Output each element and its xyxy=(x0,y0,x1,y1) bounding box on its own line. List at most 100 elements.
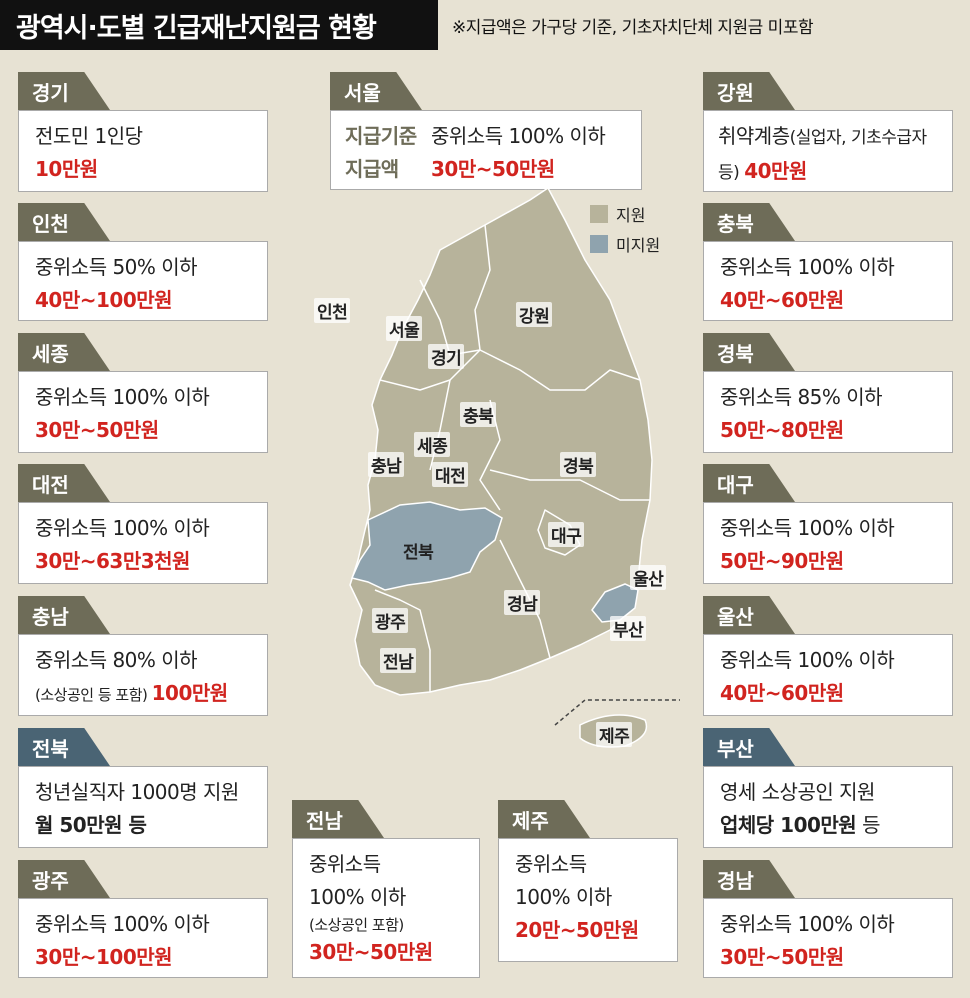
map-label-seoul: 서울 xyxy=(386,316,423,341)
card-region-name: 제주 xyxy=(498,800,590,838)
card-amount: 40만~100만원 xyxy=(35,288,173,312)
card-amount: 50만~90만원 xyxy=(720,549,844,573)
card-region-name: 충북 xyxy=(703,203,795,241)
card-sejong: 세종 중위소득 100% 이하 30만~50만원 xyxy=(18,333,268,453)
card-amount: 100만원 xyxy=(151,681,229,705)
card-seoul: 서울 지급기준 중위소득 100% 이하 지급액 30만~50만원 xyxy=(330,72,642,190)
map-label-jeju: 제주 xyxy=(596,722,633,747)
card-criteria: 중위소득 100% 이하 xyxy=(720,648,895,672)
card-region-name: 강원 xyxy=(703,72,795,110)
card-amount: 30만~50만원 xyxy=(431,157,555,181)
card-criteria: 중위소득 80% 이하 xyxy=(35,648,198,672)
card-region-name: 인천 xyxy=(18,203,110,241)
legend-label-no-support: 미지원 xyxy=(616,236,661,255)
map-label-gwangju: 광주 xyxy=(372,608,409,633)
card-region-name: 서울 xyxy=(330,72,422,110)
map-label-chungnam: 충남 xyxy=(368,452,405,477)
card-criteria: 중위소득 100% 이하 xyxy=(35,912,210,936)
card-amount: 월 50만원 등 xyxy=(35,813,147,837)
card-criteria: 중위소득 100% 이하 xyxy=(720,255,895,279)
card-amount: 30만~50만원 xyxy=(309,940,433,964)
legend-label-support: 지원 xyxy=(616,206,646,225)
card-region-name: 대구 xyxy=(703,464,795,502)
card-daejeon: 대전 중위소득 100% 이하 30만~63만3천원 xyxy=(18,464,268,584)
map-region-busan xyxy=(591,583,639,623)
card-amount: 30만~63만3천원 xyxy=(35,549,190,573)
map-label-gyeonggi: 경기 xyxy=(428,344,465,369)
card-region-name: 부산 xyxy=(703,728,795,766)
card-region-name: 충남 xyxy=(18,596,110,634)
card-region-name: 전북 xyxy=(18,728,110,766)
card-criteria-detail: (실업자, 기초수급자 xyxy=(789,128,928,148)
card-region-name: 전남 xyxy=(292,800,384,838)
card-criteria: 청년실직자 1000명 지원 xyxy=(35,780,239,804)
footnote: ※지급액은 가구당 기준, 기초자치단체 지원금 미포함 xyxy=(452,18,814,38)
map-label-sejong: 세종 xyxy=(414,432,451,457)
card-region-name: 세종 xyxy=(18,333,110,371)
card-criteria: 중위소득 xyxy=(309,852,381,876)
legend-support: 지원 xyxy=(590,202,645,226)
card-amount: 40만원 xyxy=(744,159,807,183)
map-label-gangwon: 강원 xyxy=(516,302,553,327)
map-label-jeonbuk: 전북 xyxy=(403,543,434,563)
card-amount: 40만~60만원 xyxy=(720,681,844,705)
card-busan: 부산 영세 소상공인 지원 업체당 100만원 등 xyxy=(703,728,953,848)
card-amount: 20만~50만원 xyxy=(515,918,639,942)
card-criteria: 중위소득 50% 이하 xyxy=(35,255,198,279)
map-label-ulsan: 울산 xyxy=(630,565,667,590)
card-criteria: 중위소득 xyxy=(515,852,587,876)
map-label-gyeongbuk: 경북 xyxy=(560,452,597,477)
card-gyeongbuk: 경북 중위소득 85% 이하 50만~80만원 xyxy=(703,333,953,453)
map-label-chungbuk: 충북 xyxy=(460,402,497,427)
korea-map xyxy=(349,187,680,748)
card-amount: 30만~50만원 xyxy=(720,945,844,969)
card-criteria: 취약계층 xyxy=(718,124,790,148)
page-title: 광역시·도별 긴급재난지원금 현황 xyxy=(0,0,438,50)
card-jeju: 제주 중위소득 100% 이하 20만~50만원 xyxy=(498,800,678,962)
card-amount: 30만~50만원 xyxy=(35,418,159,442)
map-label-daegu: 대구 xyxy=(548,522,585,547)
card-region-name: 경남 xyxy=(703,860,795,898)
card-criteria-2: 100% 이하 xyxy=(515,885,612,909)
card-criteria-label: 지급기준 xyxy=(345,124,417,148)
card-criteria: 중위소득 100% 이하 xyxy=(35,516,210,540)
card-chungbuk: 충북 중위소득 100% 이하 40만~60만원 xyxy=(703,203,953,321)
card-criteria-2: 100% 이하 xyxy=(309,885,406,909)
map-label-busan: 부산 xyxy=(610,616,647,641)
card-region-name: 대전 xyxy=(18,464,110,502)
card-amount: 50만~80만원 xyxy=(720,418,844,442)
card-criteria: 중위소득 100% 이하 xyxy=(35,385,210,409)
card-incheon: 인천 중위소득 50% 이하 40만~100만원 xyxy=(18,203,268,321)
card-amount: 10만원 xyxy=(35,157,98,181)
card-region-name: 경기 xyxy=(18,72,110,110)
map-label-daejeon: 대전 xyxy=(432,462,469,487)
card-gyeonggi: 경기 전도민 1인당 10만원 xyxy=(18,72,268,192)
card-amount: 업체당 100만원 xyxy=(720,813,857,837)
legend-swatch-no-support xyxy=(590,235,608,253)
card-criteria: 중위소득 100% 이하 xyxy=(720,516,895,540)
card-note: (소상공인 포함) xyxy=(309,916,404,934)
card-region-name: 광주 xyxy=(18,860,110,898)
map-label-gyeongnam: 경남 xyxy=(504,590,541,615)
map-region-jeonbuk xyxy=(350,501,503,591)
card-gwangju: 광주 중위소득 100% 이하 30만~100만원 xyxy=(18,860,268,978)
legend-no-support: 미지원 xyxy=(590,232,660,256)
card-criteria: 영세 소상공인 지원 xyxy=(720,780,875,804)
card-region-name: 경북 xyxy=(703,333,795,371)
card-amount: 40만~60만원 xyxy=(720,288,844,312)
card-criteria-detail-2: 등) xyxy=(718,163,745,183)
card-jeonbuk: 전북 청년실직자 1000명 지원 월 50만원 등 xyxy=(18,728,268,848)
card-ulsan: 울산 중위소득 100% 이하 40만~60만원 xyxy=(703,596,953,716)
card-jeonnam: 전남 중위소득 100% 이하 (소상공인 포함) 30만~50만원 xyxy=(292,800,480,978)
card-criteria: 중위소득 100% 이하 xyxy=(431,124,606,148)
card-criteria: 중위소득 100% 이하 xyxy=(720,912,895,936)
card-region-name: 울산 xyxy=(703,596,795,634)
card-amount-tail: 등 xyxy=(856,813,880,837)
card-chungnam: 충남 중위소득 80% 이하 (소상공인 등 포함) 100만원 xyxy=(18,596,268,716)
card-gyeongnam: 경남 중위소득 100% 이하 30만~50만원 xyxy=(703,860,953,978)
card-criteria: 전도민 1인당 xyxy=(35,124,143,148)
card-criteria: 중위소득 85% 이하 xyxy=(720,385,883,409)
card-amount: 30만~100만원 xyxy=(35,945,173,969)
legend-swatch-support xyxy=(590,205,608,223)
card-note: (소상공인 등 포함) xyxy=(35,686,152,704)
